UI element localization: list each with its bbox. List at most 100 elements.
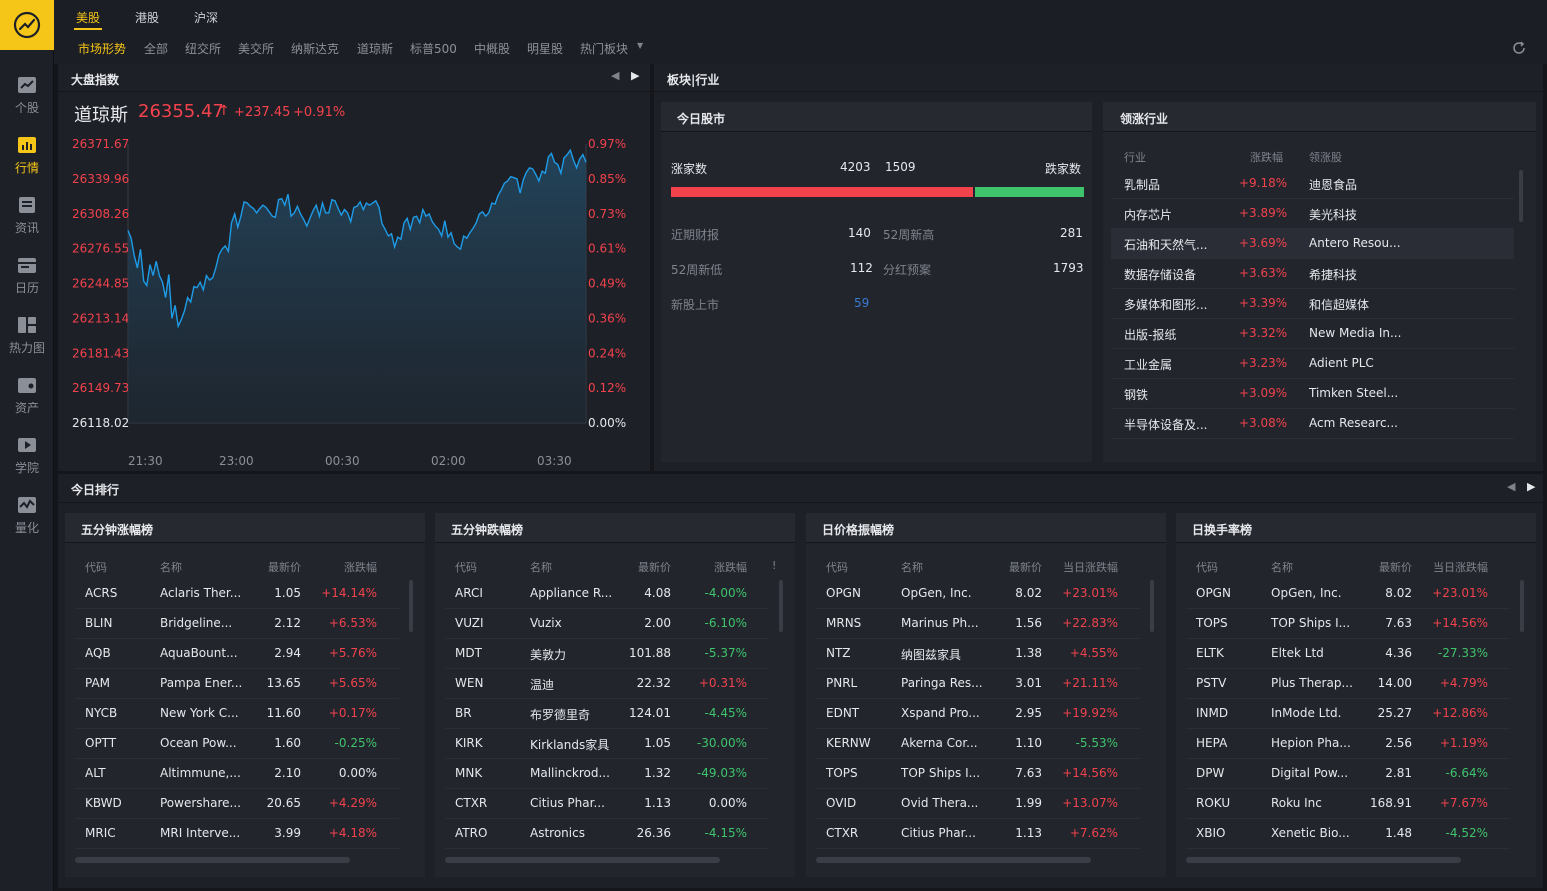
stock-name: Kirklands家具 [530, 738, 610, 752]
sidebar-item-6[interactable]: 学院 [0, 435, 54, 476]
horizontal-scrollbar[interactable] [445, 857, 720, 863]
stock-name: Bridgeline... [160, 616, 233, 630]
stock-change: +4.79% [1439, 676, 1488, 690]
column-header[interactable]: 名称 [1271, 561, 1293, 574]
stock-price: 3.01 [1015, 676, 1042, 690]
column-header[interactable]: 代码 [826, 561, 848, 574]
horizontal-scrollbar[interactable] [816, 857, 1091, 863]
down-count-label: 跌家数 [1045, 162, 1082, 176]
row-divider [1186, 788, 1510, 789]
stock-code: ATRO [455, 826, 488, 840]
next-arrow-icon[interactable]: ▶ [631, 69, 640, 82]
column-header[interactable]: 名称 [160, 561, 182, 574]
pct-tick-label: 0.36% [588, 311, 626, 325]
subtab-market-overview[interactable]: 市场形势 [78, 42, 127, 56]
subtab-amex[interactable]: 美交所 [238, 42, 275, 56]
chevron-down-icon[interactable]: ▼ [637, 41, 644, 50]
column-header[interactable]: 名称 [530, 561, 552, 574]
stock-name: Akerna Cor... [901, 736, 978, 750]
subtab-all[interactable]: 全部 [144, 42, 169, 56]
stat-value[interactable]: 1793 [1053, 261, 1084, 275]
next-arrow-icon[interactable]: ▶ [1527, 480, 1536, 493]
row-divider [1186, 818, 1510, 819]
column-header[interactable]: 代码 [85, 561, 107, 574]
card-header [1103, 102, 1536, 132]
prev-arrow-icon[interactable]: ◀ [1507, 480, 1516, 493]
column-header[interactable]: 涨跌幅 [714, 561, 747, 574]
column-header[interactable]: 当日涨跌幅 [1063, 561, 1118, 574]
subtab-dow-jones[interactable]: 道琼斯 [357, 42, 394, 56]
horizontal-scrollbar[interactable] [75, 857, 350, 863]
stock-code: KBWD [85, 796, 122, 810]
row-divider [1186, 668, 1510, 669]
scrollbar[interactable] [1520, 580, 1524, 632]
sidebar-item-2[interactable]: 资讯 [0, 195, 54, 236]
column-header[interactable]: 最新价 [638, 561, 671, 574]
sidebar-item-label: 行情 [14, 161, 39, 175]
horizontal-scrollbar[interactable] [1186, 857, 1461, 863]
column-header[interactable]: 最新价 [1379, 561, 1412, 574]
stat-label: 分红预案 [883, 263, 932, 277]
row-divider [1186, 638, 1510, 639]
sidebar-item-5[interactable]: 资产 [0, 375, 54, 416]
stat-value[interactable]: 281 [1060, 226, 1083, 240]
index-chart[interactable]: 26371.67 0.97% 26339.96 0.85% 26308.26 0.73% 2… [58, 64, 650, 471]
column-header[interactable]: 最新价 [1009, 561, 1042, 574]
table-row[interactable] [1111, 229, 1514, 259]
column-header[interactable]: 代码 [1196, 561, 1218, 574]
stock-name: Appliance R... [530, 586, 613, 600]
column-header[interactable]: 名称 [901, 561, 923, 574]
stock-code: PAM [85, 676, 111, 690]
tab-a-shares[interactable]: 沪深 [194, 11, 219, 25]
stat-value[interactable]: 112 [850, 261, 873, 275]
row-divider [1111, 438, 1514, 439]
column-header[interactable]: 代码 [455, 561, 477, 574]
stat-value[interactable]: 59 [854, 296, 870, 310]
subtab-star-stocks[interactable]: 明星股 [527, 42, 564, 56]
sidebar-item-3[interactable]: 日历 [0, 255, 54, 296]
stock-price: 8.02 [1385, 586, 1412, 600]
stock-price: 2.94 [274, 646, 301, 660]
scrollbar[interactable] [1150, 580, 1154, 632]
stock-price: 2.95 [1015, 706, 1042, 720]
scrollbar[interactable] [1519, 170, 1523, 222]
sidebar-item-7[interactable]: 量化 [0, 495, 54, 536]
refresh-icon[interactable] [1511, 40, 1527, 56]
stat-value[interactable]: 140 [848, 226, 871, 240]
column-header[interactable]: 当日涨跌幅 [1433, 561, 1488, 574]
stock-code: KERNW [826, 736, 871, 750]
row-divider [75, 788, 399, 789]
pct-tick-label: 0.61% [588, 242, 626, 256]
sidebar-item-0[interactable]: 个股 [0, 75, 54, 116]
subtab-sp500[interactable]: 标普500 [410, 42, 457, 56]
quant-icon [18, 497, 36, 513]
row-divider [816, 668, 1140, 669]
stock-name: 布罗德里奇 [530, 708, 591, 722]
row-divider [445, 728, 769, 729]
column-header[interactable]: 涨跌幅 [344, 561, 377, 574]
column-header[interactable]: 最新价 [268, 561, 301, 574]
video-icon [18, 438, 36, 452]
x-tick-label: 00:30 [325, 454, 360, 468]
prev-arrow-icon[interactable]: ◀ [611, 69, 620, 82]
tab-us-stocks[interactable]: 美股 [76, 11, 101, 25]
row-divider [1111, 228, 1514, 229]
subtab-china-concept[interactable]: 中概股 [474, 42, 511, 56]
stock-code: PNRL [826, 676, 858, 690]
stock-change: +14.56% [1432, 616, 1488, 630]
subtab-nasdaq[interactable]: 纳斯达克 [291, 42, 340, 56]
scrollbar[interactable] [779, 580, 783, 632]
pct-tick-label: 0.12% [588, 381, 626, 395]
stat-label: 新股上市 [671, 298, 720, 312]
sidebar-item-4[interactable]: 热力图 [0, 315, 54, 356]
app-logo[interactable] [0, 0, 54, 50]
subtab-hot-sectors[interactable]: 热门板块 [580, 42, 629, 56]
scrollbar[interactable] [409, 580, 413, 632]
stock-code: OPGN [826, 586, 861, 600]
industry-name: 钢铁 [1124, 388, 1149, 402]
tab-hk-stocks[interactable]: 港股 [135, 11, 160, 25]
up-count-label: 涨家数 [671, 162, 708, 176]
subtab-nyse[interactable]: 纽交所 [185, 42, 222, 56]
leading-stock: 迪恩食品 [1309, 178, 1358, 192]
sidebar-item-1[interactable]: 行情 [0, 135, 54, 176]
